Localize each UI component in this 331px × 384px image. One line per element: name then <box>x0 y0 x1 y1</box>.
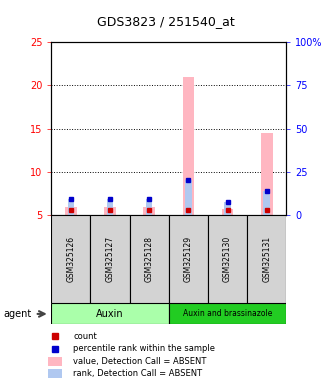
Text: GSM325131: GSM325131 <box>262 236 271 282</box>
Text: GSM325129: GSM325129 <box>184 236 193 282</box>
Bar <box>263 191 270 215</box>
Text: percentile rank within the sample: percentile rank within the sample <box>73 344 215 353</box>
Bar <box>146 200 153 215</box>
Text: count: count <box>73 332 97 341</box>
Bar <box>107 200 113 215</box>
Text: GDS3823 / 251540_at: GDS3823 / 251540_at <box>97 15 234 28</box>
Bar <box>247 215 286 303</box>
Bar <box>182 77 194 215</box>
Bar <box>130 215 169 303</box>
Bar <box>169 303 286 324</box>
Text: value, Detection Call = ABSENT: value, Detection Call = ABSENT <box>73 357 207 366</box>
Bar <box>169 215 208 303</box>
Bar <box>224 202 231 215</box>
Text: Auxin: Auxin <box>96 309 124 319</box>
Bar <box>68 200 74 215</box>
Bar <box>48 369 62 378</box>
Text: GSM325127: GSM325127 <box>106 236 115 282</box>
Text: GSM325126: GSM325126 <box>67 236 75 282</box>
Bar <box>65 207 77 215</box>
Bar <box>143 207 155 215</box>
Bar <box>208 215 247 303</box>
Text: GSM325130: GSM325130 <box>223 236 232 282</box>
Bar <box>104 207 116 215</box>
Text: rank, Detection Call = ABSENT: rank, Detection Call = ABSENT <box>73 369 203 378</box>
Bar <box>90 215 130 303</box>
Text: agent: agent <box>3 309 31 319</box>
Text: GSM325128: GSM325128 <box>145 236 154 282</box>
Bar <box>48 357 62 366</box>
Bar <box>222 209 233 215</box>
Bar <box>185 180 192 215</box>
Bar <box>261 133 273 215</box>
Bar <box>51 303 169 324</box>
Text: Auxin and brassinazole: Auxin and brassinazole <box>183 310 272 318</box>
Bar <box>51 215 90 303</box>
